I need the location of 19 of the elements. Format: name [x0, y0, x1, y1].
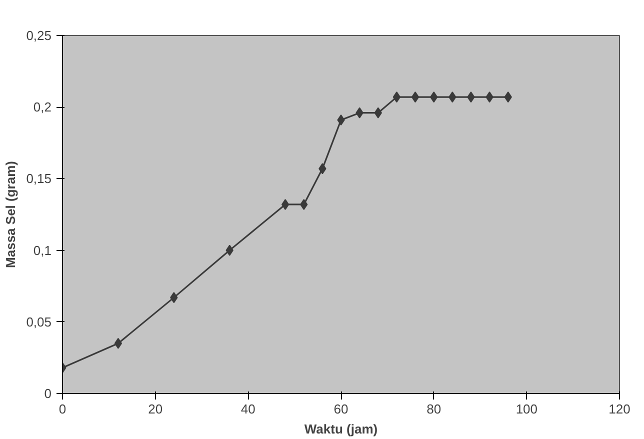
x-tick-label: 100: [516, 402, 538, 416]
x-tick-label: 0: [58, 402, 66, 416]
y-tick-label: 0,25: [26, 28, 52, 43]
y-tick-label: 0,05: [26, 314, 52, 330]
point: [411, 92, 420, 103]
point: [114, 338, 122, 349]
y-tick-label: 0,1: [33, 242, 52, 258]
x-tick-label: 80: [426, 402, 442, 416]
y-axis-title: Massa Sel (gram): [3, 161, 18, 268]
y-tick-label: 0,2: [33, 100, 52, 115]
point: [392, 92, 401, 103]
point: [281, 198, 290, 210]
y-tick-label: 0,15: [26, 171, 52, 186]
x-axis-title: Waktu (jam): [304, 422, 378, 436]
x-tick-label: 40: [240, 402, 256, 416]
x-tick-label: 120: [608, 402, 630, 416]
x-tick-label: 20: [148, 402, 163, 416]
y-tick-label: 0: [44, 386, 52, 401]
x-tick-label: 60: [334, 402, 348, 416]
